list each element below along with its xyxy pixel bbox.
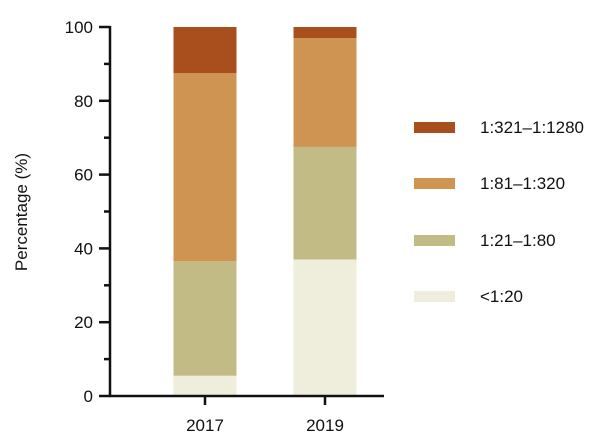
bar-segment-2017-0: [173, 375, 237, 396]
y-tick-label: 0: [84, 387, 93, 406]
bar-segment-2019-3: [293, 27, 357, 39]
bar-segment-2017-1: [173, 261, 237, 376]
bar-segment-2017-2: [173, 73, 237, 262]
legend: 1:321–1:1280 1:81–1:320 1:21–1:80 <1:20: [414, 118, 584, 306]
x-axis-ticks: 2017 2019: [186, 396, 344, 435]
y-tick-label: 20: [74, 313, 93, 332]
bar-segment-2017-3: [173, 27, 237, 74]
y-axis-ticks: 0 20 40 60 80 100: [65, 18, 110, 406]
y-tick-label: 80: [74, 92, 93, 111]
y-axis-label: Percentage (%): [12, 153, 31, 271]
bar-segment-2019-1: [293, 146, 357, 260]
y-tick-label: 40: [74, 239, 93, 258]
bars-group: [173, 27, 357, 396]
legend-swatch: [414, 178, 455, 189]
legend-label: 1:21–1:80: [480, 231, 556, 250]
legend-label: 1:81–1:320: [480, 174, 565, 193]
x-tick-label: 2017: [186, 416, 224, 435]
legend-label: 1:321–1:1280: [480, 118, 584, 137]
legend-swatch: [414, 291, 455, 302]
legend-label: <1:20: [480, 287, 523, 306]
y-tick-label: 100: [65, 18, 93, 37]
bar-segment-2019-0: [293, 259, 357, 396]
bar-segment-2019-2: [293, 38, 357, 147]
y-tick-label: 60: [74, 166, 93, 185]
legend-swatch: [414, 235, 455, 246]
x-tick-label: 2019: [306, 416, 344, 435]
legend-swatch: [414, 122, 455, 133]
